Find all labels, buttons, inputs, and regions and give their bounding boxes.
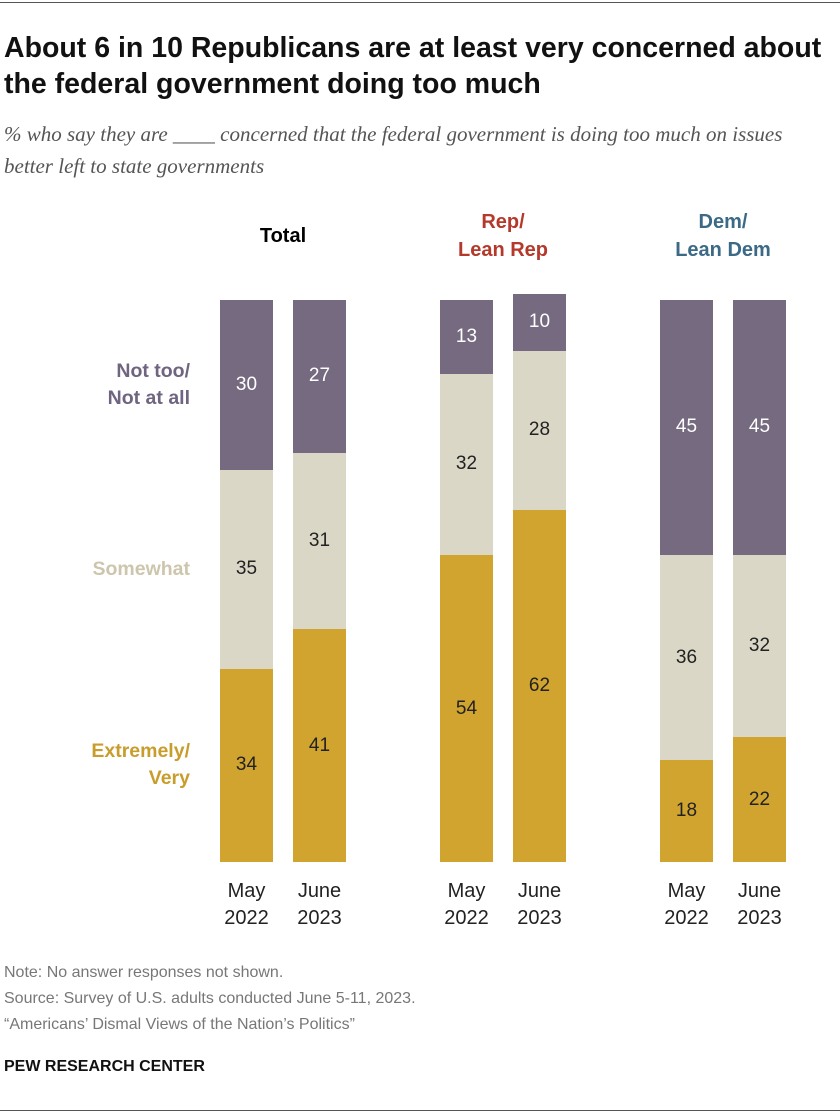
chart-title: About 6 in 10 Republicans are at least v… <box>4 32 822 100</box>
bar-segment <box>513 509 566 862</box>
x-tick-label: June 2023 <box>517 880 562 929</box>
top-rule <box>0 2 840 3</box>
legend-label: Somewhat <box>92 557 190 580</box>
bar-segment <box>733 555 786 738</box>
legend-label: Not too/ Not at all <box>107 359 190 409</box>
note: Note: No answer responses not shown. <box>4 964 284 981</box>
bar-segment <box>660 299 713 556</box>
bar-segment <box>440 555 493 862</box>
data-label: 32 <box>455 453 478 475</box>
bar-segment <box>513 350 566 510</box>
bar-segment <box>293 453 346 630</box>
bar-segment <box>220 668 273 862</box>
data-label: 54 <box>455 697 478 719</box>
data-label: 62 <box>528 674 551 696</box>
x-tick-label: May 2022 <box>224 880 269 929</box>
bottom-rule <box>0 1110 840 1111</box>
bar-segment <box>440 373 493 556</box>
bar-segment <box>513 294 566 351</box>
bar-segment <box>440 299 493 374</box>
data-label: 18 <box>675 799 698 821</box>
bar-segment <box>220 470 273 669</box>
data-label: 10 <box>528 311 551 333</box>
bar-segment <box>293 299 346 454</box>
x-tick-label: June 2023 <box>737 880 782 929</box>
bar-segment <box>733 299 786 556</box>
data-label: 36 <box>675 646 698 668</box>
data-label: 30 <box>235 373 258 395</box>
data-label: 45 <box>748 416 771 438</box>
legend-label: Extremely/ Very <box>91 740 190 790</box>
data-label: 32 <box>748 635 771 657</box>
group-title: Total <box>259 225 307 247</box>
group-title: Dem/ Lean Dem <box>675 211 771 261</box>
bar-segment <box>293 629 346 862</box>
brand: PEW RESEARCH CENTER <box>4 1058 205 1075</box>
data-label: 45 <box>675 416 698 438</box>
group-title: Rep/ Lean Rep <box>457 211 549 261</box>
data-label: 27 <box>308 365 331 387</box>
data-label: 28 <box>528 419 551 441</box>
note: Source: Survey of U.S. adults conducted … <box>4 990 416 1007</box>
bar-segment <box>733 737 786 862</box>
bar-segment <box>220 299 273 471</box>
x-tick-label: May 2022 <box>664 880 709 929</box>
bar-segment <box>660 555 713 760</box>
data-label: 41 <box>308 734 331 756</box>
note: “Americans’ Dismal Views of the Nation’s… <box>4 1016 355 1033</box>
chart-subtitle: % who say they are ____ concerned that t… <box>4 122 783 178</box>
x-tick-label: May 2022 <box>444 880 489 929</box>
bar-segment <box>660 759 713 862</box>
data-label: 35 <box>235 558 258 580</box>
data-label: 22 <box>748 788 771 810</box>
data-label: 31 <box>308 530 331 552</box>
x-tick-label: June 2023 <box>297 880 342 929</box>
data-label: 13 <box>455 325 478 347</box>
data-label: 34 <box>235 754 258 776</box>
